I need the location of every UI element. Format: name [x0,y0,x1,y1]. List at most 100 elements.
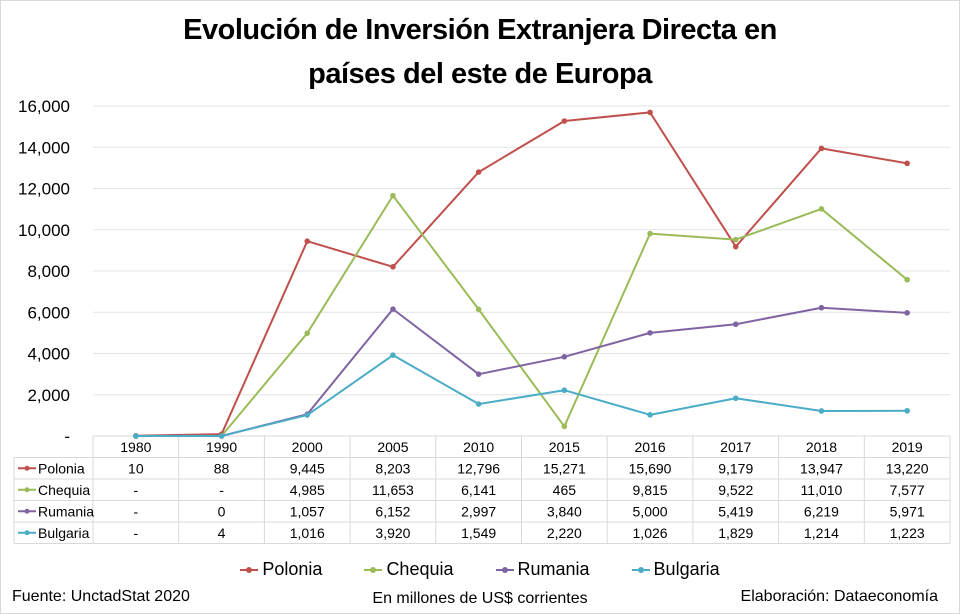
data-point [218,433,225,439]
legend-marker-icon [495,566,514,573]
table-cell: 1,549 [461,525,496,541]
table-cell: 3,920 [375,525,410,541]
y-tick-label: 16,000 [18,97,70,116]
chart-title: Evolución de Inversión Extranjera Direct… [0,8,960,96]
table-cell: 6,141 [461,482,496,498]
data-point [390,192,396,199]
table-cell: - [134,525,139,541]
series-line-polonia [135,111,908,437]
chart-title-line-2: países del este de Europa [308,58,652,90]
data-point [561,387,568,394]
data-point [904,276,910,283]
legend-item-rumania[interactable]: Rumania [495,559,590,580]
x-tick-label: 1980 [120,439,151,455]
table-cell: 465 [553,482,577,498]
series-lines [133,109,910,439]
legend-marker-icon [364,566,383,573]
footer-source: Fuente: UnctadStat 2020 [12,588,190,605]
x-tick-label: 2015 [549,439,580,455]
table-row-label: Polonia [38,460,85,476]
data-table: 1980 1990 2000 2005 2010 2015 2016 2017 2018 2019… [13,435,951,544]
table-cell: 0 [218,503,226,519]
y-tick-label: 4,000 [27,345,70,364]
x-tick-label: 2017 [720,439,751,455]
table-cell: 9,445 [290,460,325,476]
data-point [818,304,825,311]
table-cell: 13,947 [800,460,843,476]
table-cell: 7,577 [890,482,925,498]
table-cell: 11,010 [801,482,843,498]
table-cell: 9,522 [718,482,753,498]
table-cell: - [134,503,139,519]
data-point [304,238,311,244]
y-tick-label: 12,000 [18,180,70,199]
table-cell: 13,220 [886,460,929,476]
table-row-label: Bulgaria [38,525,90,541]
legend-key-marker-icon [24,487,30,493]
legend-item-chequia[interactable]: Chequia [364,559,454,580]
data-point [304,330,311,336]
y-tick-label: 10,000 [18,221,70,240]
legend-label: Chequia [386,559,454,579]
data-point [732,321,739,328]
footer-units: En millones de US$ corrientes [372,590,588,607]
data-point [647,330,653,336]
table-cell: 11,653 [372,482,414,498]
data-point [561,354,568,360]
table-cell: 15,690 [629,460,672,476]
table-cell: 2,220 [547,525,582,541]
table-cell: 6,152 [375,503,410,519]
table-cell: 4,985 [290,482,325,498]
table-cell: 10 [128,460,144,476]
data-point [647,412,653,418]
data-point [647,230,653,237]
data-point [304,412,311,418]
data-point [818,206,825,212]
table-cell: 1,829 [718,525,753,541]
data-point [561,423,568,430]
table-cell: 1,026 [633,525,668,541]
data-point [561,118,568,124]
data-point [390,264,396,270]
x-tick-label: 2019 [892,439,923,455]
table-row-label: Chequia [38,482,90,498]
data-point [133,433,139,439]
data-point [904,407,910,414]
series-line-chequia [135,194,908,437]
data-point [475,401,482,407]
table-cell: 3,840 [547,503,582,519]
data-point [732,236,739,243]
table-cell: 2,997 [461,503,496,519]
series-line-bulgaria [135,354,908,437]
legend-key-marker-icon [24,465,30,471]
data-point [732,243,739,250]
legend: Polonia Chequia Rumania Bulgaria [0,559,960,580]
table-cell: 1,016 [290,525,325,541]
table-cell: 1,057 [290,503,325,519]
table-cell: 9,815 [633,482,668,498]
x-tick-label: 2018 [806,439,837,455]
data-point [390,352,396,358]
data-point [475,371,482,377]
y-axis-ticks: - 2,000 4,000 6,000 8,000 10,000 12,000 14,000 1… [18,97,70,446]
table-cell: - [219,482,224,498]
table-cell: 5,419 [718,503,753,519]
table-cell: 88 [214,460,230,476]
table-cell: 15,271 [543,460,586,476]
x-tick-label: 2000 [292,439,323,455]
table-cell: 4 [218,525,226,541]
data-point [904,310,910,316]
legend-item-polonia[interactable]: Polonia [240,559,322,580]
table-cell: 5,971 [890,503,925,519]
table-cell: - [134,482,139,498]
data-point [475,169,482,175]
x-tick-label: 1990 [206,439,237,455]
x-tick-label: 2005 [377,439,408,455]
data-point [818,408,825,414]
table-cell: 8,203 [375,460,410,476]
table-cell: 5,000 [633,503,668,519]
legend-key-marker-icon [24,530,30,536]
chart-title-line-1: Evolución de Inversión Extranjera Direct… [183,14,777,46]
legend-item-bulgaria[interactable]: Bulgaria [631,559,720,580]
